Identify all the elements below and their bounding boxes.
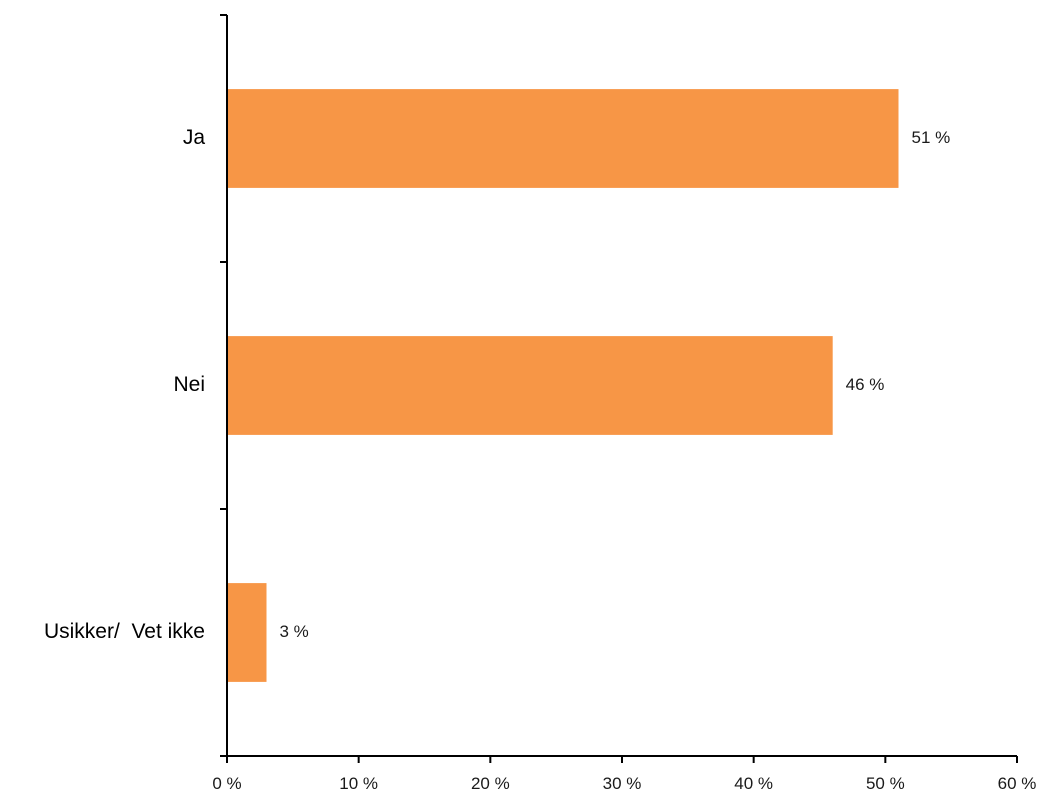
x-tick-label: 50 %: [866, 774, 905, 793]
category-label: Ja: [183, 126, 206, 149]
x-tick-label: 10 %: [339, 774, 378, 793]
bar: [227, 336, 833, 435]
x-tick-label: 20 %: [471, 774, 510, 793]
bar: [227, 583, 267, 682]
x-tick-label: 30 %: [603, 774, 642, 793]
labels-layer: Ja 51 % Nei 46 % Usikker/ Vet ikke 3 % 0 % 10 %…: [44, 126, 1036, 793]
axes-layer: [220, 14, 1018, 763]
bar: [227, 89, 899, 188]
bars-layer: [227, 89, 899, 682]
data-label: 51 %: [912, 128, 951, 147]
x-tick-label: 40 %: [734, 774, 773, 793]
x-tick-label: 0 %: [212, 774, 241, 793]
category-label: Usikker/ Vet ikke: [44, 620, 205, 643]
data-label: 46 %: [846, 375, 885, 394]
x-tick-label: 60 %: [998, 774, 1037, 793]
category-label: Nei: [173, 373, 205, 396]
data-label: 3 %: [280, 622, 309, 641]
